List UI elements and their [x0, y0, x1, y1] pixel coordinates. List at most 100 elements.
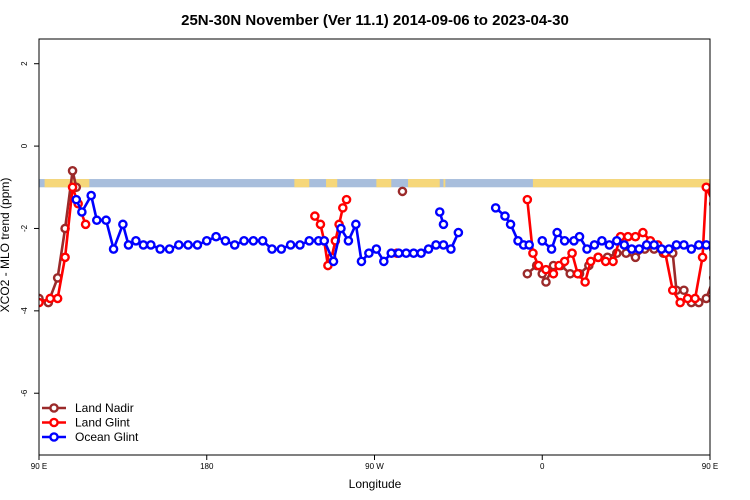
land-glint-point	[600, 256, 611, 267]
ocean-glint-point	[524, 240, 535, 250]
legend-label-land-nadir: Land Nadir	[75, 401, 134, 415]
ocean-glint-point	[559, 236, 570, 246]
y-axis-label: XCO2 - MLO trend (ppm)	[0, 178, 12, 313]
ocean-glint-point	[671, 240, 682, 250]
land-strip-segment	[532, 179, 710, 188]
ocean-glint-point	[490, 203, 501, 213]
ocean-glint-point	[101, 215, 111, 226]
ocean-glint-point	[319, 236, 329, 246]
ocean-glint-point	[708, 246, 710, 253]
ocean-glint-point	[336, 223, 346, 234]
land-glint-point	[701, 182, 710, 193]
land-strip-segment	[408, 179, 440, 188]
land-glint-point	[682, 293, 693, 304]
ocean-glint-point	[239, 236, 249, 246]
land-glint-point	[675, 297, 685, 308]
ocean-glint-point	[582, 244, 592, 254]
ocean-glint-point	[423, 244, 434, 254]
ocean-glint-point	[500, 211, 510, 221]
ocean-glint-point	[408, 248, 419, 258]
y-tick-label: 0	[20, 143, 29, 148]
ocean-glint-point	[431, 240, 441, 250]
x-tick-label: 90 E	[702, 462, 718, 471]
land-glint-point	[608, 256, 618, 267]
land-strip-segment	[376, 179, 392, 188]
land-glint-point	[548, 268, 559, 279]
land-nadir-point	[565, 268, 576, 279]
ocean-glint-point	[612, 236, 622, 246]
ocean-glint-point	[626, 244, 637, 254]
land-nadir-point	[397, 186, 408, 197]
land-glint-point	[585, 256, 596, 267]
ocean-glint-point	[574, 231, 585, 242]
ocean-glint-point	[276, 244, 287, 254]
land-nadir-point	[541, 277, 551, 287]
land-glint-point	[638, 227, 648, 238]
y-tick-label: -6	[20, 389, 29, 397]
ocean-glint-point	[634, 244, 644, 254]
ocean-glint-point	[401, 248, 411, 258]
land-nadir-point	[630, 252, 641, 263]
land-glint-point	[338, 203, 348, 213]
legend-marker-land-glint	[49, 417, 59, 428]
ocean-glint-point	[248, 236, 259, 246]
ocean-glint-point	[146, 240, 156, 250]
land-strip-segment	[326, 179, 338, 188]
ocean-glint-point	[434, 207, 445, 217]
ocean-glint-point	[505, 219, 516, 230]
ocean-glint-point	[131, 236, 141, 246]
land-glint-point	[541, 264, 551, 275]
ocean-glint-point	[328, 256, 339, 267]
ocean-glint-point	[641, 240, 652, 250]
land-glint-point	[593, 252, 603, 263]
ocean-glint-point	[220, 236, 231, 246]
ocean-glint-point	[656, 244, 667, 254]
land-glint-point	[708, 200, 710, 207]
ocean-glint-point	[364, 248, 374, 258]
ocean-glint-point	[649, 240, 659, 250]
ocean-strip	[39, 179, 710, 188]
legend-marker-land-nadir	[49, 403, 59, 413]
land-glint-point	[60, 252, 70, 263]
land-glint-point	[80, 219, 91, 230]
ocean-glint-point	[546, 244, 557, 254]
land-nadir-point	[718, 225, 725, 232]
land-glint-point	[667, 285, 678, 296]
ocean-glint-point	[86, 190, 96, 201]
ocean-glint-point	[71, 194, 82, 205]
ocean-glint-point	[351, 219, 361, 230]
legend-label-land-glint: Land Glint	[75, 416, 130, 430]
land-glint-point	[718, 221, 725, 228]
ocean-glint-point	[257, 236, 268, 246]
ocean-glint-point	[453, 227, 464, 238]
ocean-glint-point	[356, 256, 367, 267]
land-glint-point	[690, 293, 700, 304]
ocean-glint-point	[229, 240, 240, 250]
ocean-glint-point	[701, 240, 710, 250]
legend-label-ocean-glint: Ocean Glint	[75, 430, 139, 444]
land-glint-point	[623, 231, 633, 242]
ocean-glint-point	[416, 248, 426, 258]
ocean-glint-point	[604, 240, 615, 250]
ocean-glint-point	[552, 227, 562, 238]
ocean-glint-point	[118, 219, 128, 230]
x-axis-label: Longitude	[349, 477, 402, 491]
ocean-glint-point	[438, 219, 449, 230]
land-glint-point	[341, 194, 352, 205]
ocean-glint-point	[686, 244, 697, 254]
ocean-glint-point	[438, 240, 449, 250]
ocean-glint-point	[77, 207, 87, 217]
ocean-glint-point	[597, 236, 607, 246]
ocean-glint-point	[343, 236, 354, 246]
ocean-glint-point	[267, 244, 277, 254]
land-glint-point	[630, 231, 641, 242]
plot-clipped	[39, 166, 725, 308]
land-glint-point	[522, 194, 533, 205]
land-glint-point	[559, 256, 570, 267]
ocean-glint-point	[446, 244, 456, 254]
land-glint-point	[572, 268, 583, 279]
ocean-glint-point	[183, 240, 193, 250]
ocean-glint-point	[91, 215, 102, 226]
